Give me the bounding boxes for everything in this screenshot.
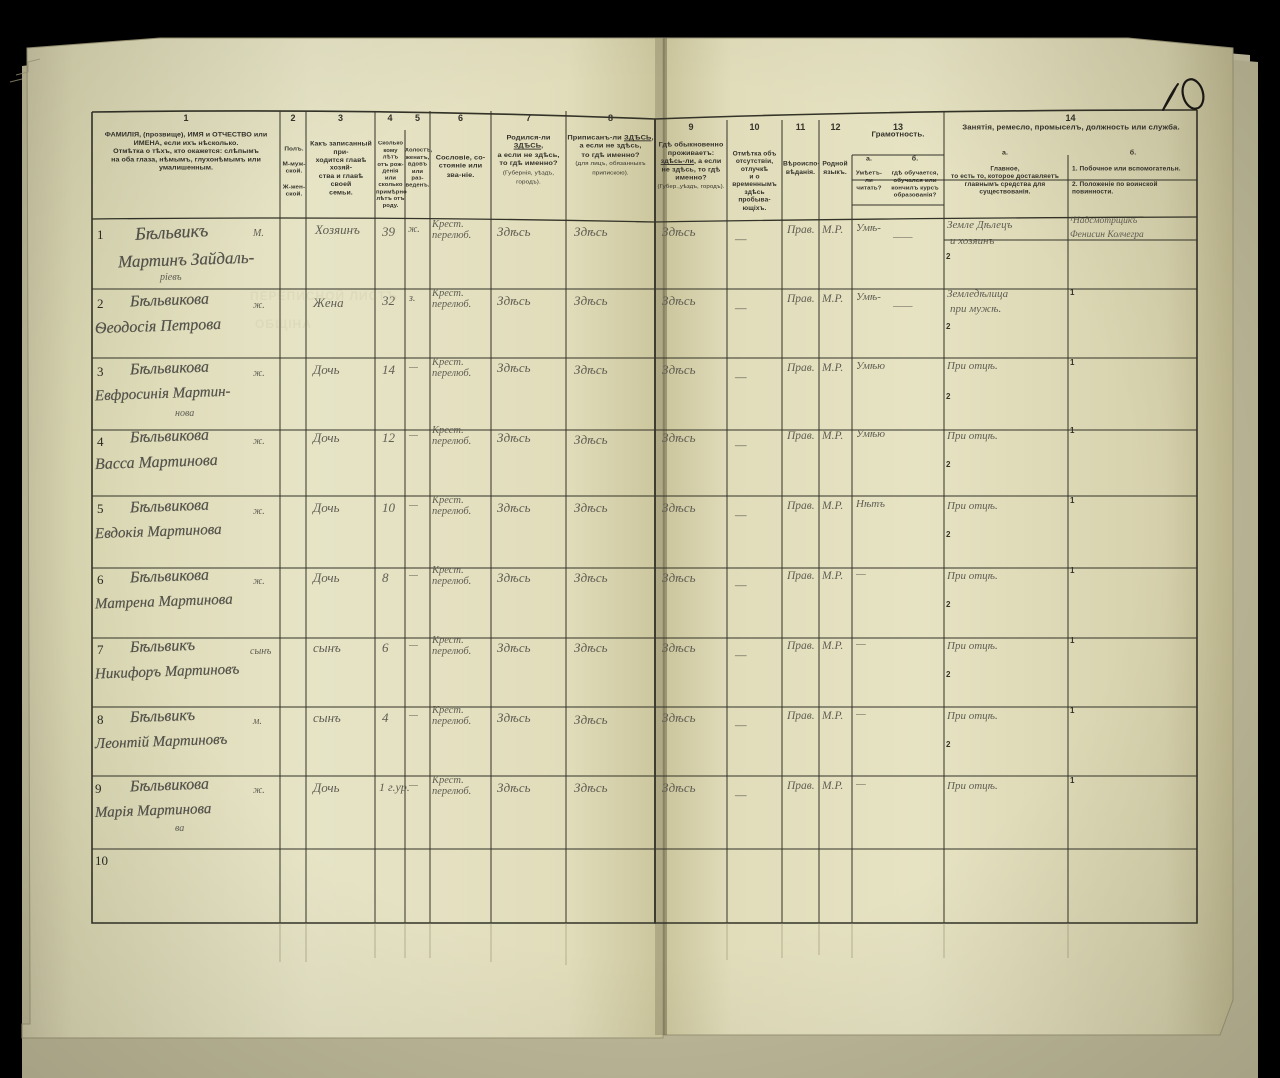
svg-text:ОБЩІНА: ОБЩІНА [255, 317, 312, 331]
